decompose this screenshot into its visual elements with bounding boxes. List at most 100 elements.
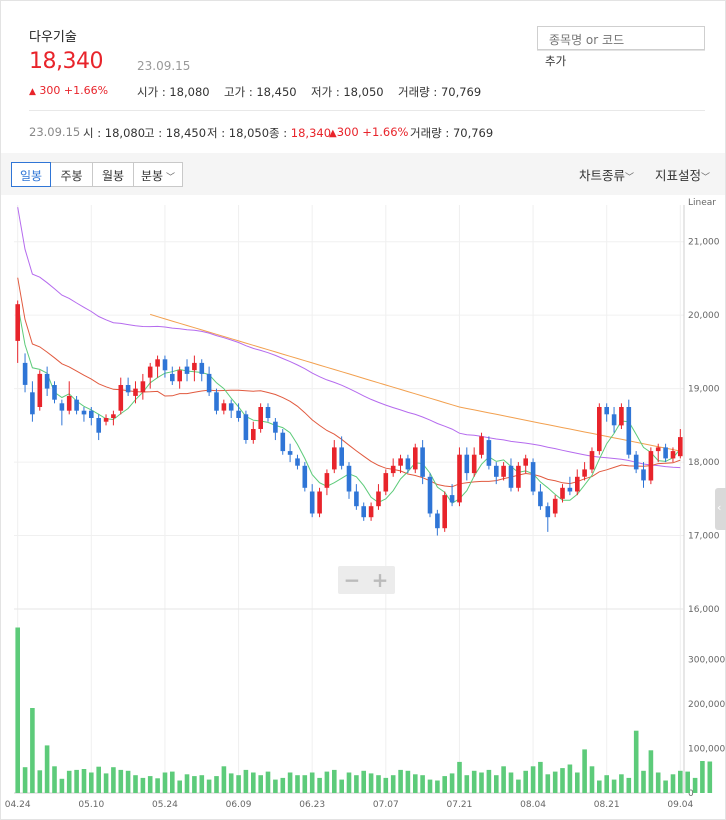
volume-bar: [641, 770, 646, 794]
tab-weekly[interactable]: 주봉: [50, 162, 93, 187]
volume-bar: [258, 775, 263, 793]
volume-bar: [273, 779, 278, 793]
ma20-line: [17, 277, 681, 488]
candle-body: [648, 451, 654, 481]
candle-body: [479, 436, 484, 455]
candle-body: [170, 373, 175, 382]
candle-body: [22, 362, 28, 385]
candle-body: [368, 506, 374, 518]
candlestick-chart[interactable]: Linear 21,000 20,000 19,000 18,000 17,000 16,0…: [0, 195, 726, 820]
candle-body: [206, 373, 212, 393]
scale-label: Linear: [688, 198, 716, 208]
volume-bar: [538, 761, 543, 793]
candle-body: [66, 396, 72, 411]
volume-bar: [221, 766, 227, 793]
tab-minute[interactable]: 분봉 ﹀: [133, 162, 183, 187]
volume-bar: [236, 775, 241, 793]
price-tick-label: 19,000: [688, 385, 720, 395]
volume-bar: [317, 777, 322, 793]
candle-body: [552, 498, 558, 514]
candle-body: [155, 359, 160, 367]
candle-body: [413, 447, 418, 470]
date-tick-label: 06.09: [226, 800, 252, 810]
volume-bar: [678, 770, 683, 794]
candle-body: [228, 403, 234, 411]
candle-body: [59, 403, 65, 411]
volume-bar: [545, 774, 551, 793]
candle-body: [427, 476, 433, 514]
candle-body: [523, 458, 528, 466]
date-tick-label: 05.10: [78, 800, 104, 810]
summary-high: 고 : 18,450: [144, 126, 207, 140]
volume-bar: [376, 775, 381, 793]
volume-bar: [332, 769, 337, 793]
indicator-settings-dropdown[interactable]: 지표설정﹀: [655, 168, 711, 183]
candle-body: [545, 506, 551, 518]
volume-bar: [103, 773, 109, 793]
volume-bar: [15, 627, 20, 793]
candle-body: [74, 399, 79, 411]
volume-bar: [302, 775, 308, 793]
price-tick-label: 21,000: [688, 238, 720, 248]
candle-body: [103, 418, 109, 422]
candle-body: [471, 454, 477, 474]
summary-volume: 거래량 : 70,769: [410, 126, 494, 140]
volume-bar: [295, 775, 300, 793]
volume-bar: [52, 766, 57, 793]
candle-body: [611, 414, 617, 426]
date-tick-label: 06.23: [299, 800, 325, 810]
candle-body: [52, 385, 57, 400]
candle-body: [464, 454, 470, 474]
candle-body: [405, 458, 411, 470]
candle-body: [420, 447, 425, 477]
candle-body: [133, 388, 138, 396]
chart-type-dropdown[interactable]: 차트종류﹀: [579, 168, 635, 183]
add-button[interactable]: 추가: [537, 50, 705, 69]
volume-bar: [552, 771, 558, 793]
volume-bar: [413, 774, 418, 793]
candle-body: [332, 447, 337, 470]
date-tick-label: 05.24: [152, 800, 178, 810]
candle-body: [339, 447, 344, 466]
volume-bar: [707, 761, 713, 793]
candle-body: [361, 506, 366, 518]
ma60-line: [17, 207, 681, 469]
chart-area[interactable]: Linear 21,000 20,000 19,000 18,000 17,000 16,0…: [0, 195, 726, 820]
volume-tick-label: 200,000: [688, 700, 725, 710]
volume-bar: [177, 780, 182, 793]
candle-body: [30, 392, 35, 415]
volume-bar: [214, 776, 219, 793]
volume-bar: [309, 772, 315, 793]
volume-bar: [530, 766, 536, 793]
candle-body: [670, 451, 676, 459]
volume-bar: [125, 770, 131, 794]
high-price: 고가 : 18,450: [224, 85, 297, 99]
candle-body: [442, 495, 447, 529]
candle-body: [147, 366, 153, 378]
quote-date: 23.09.15: [137, 59, 191, 73]
candle-body: [435, 513, 440, 529]
chevron-down-icon: ﹀: [701, 173, 711, 183]
volume-bar: [508, 772, 514, 793]
candle-body: [44, 373, 50, 389]
zoom-in-button[interactable]: +: [371, 568, 389, 592]
zoom-out-button[interactable]: −: [343, 568, 361, 592]
volume-bar: [111, 767, 116, 793]
volume-bar: [405, 770, 411, 794]
stock-search-input[interactable]: [537, 26, 705, 50]
tab-daily[interactable]: 일봉: [11, 162, 51, 187]
chevron-down-icon: ﹀: [163, 173, 175, 183]
candle-body: [295, 458, 300, 466]
candle-body: [317, 491, 322, 514]
tab-monthly[interactable]: 월봉: [92, 162, 134, 187]
volume-bar: [147, 776, 153, 793]
volume-bar: [457, 761, 462, 793]
candle-body: [184, 366, 190, 374]
volume-bar: [516, 779, 521, 793]
volume-bar: [140, 777, 146, 793]
side-panel-toggle[interactable]: ‹: [715, 488, 726, 530]
volume-bar: [398, 769, 403, 793]
candle-body: [258, 407, 263, 429]
candle-body: [501, 465, 506, 477]
volume-bar: [74, 769, 79, 793]
